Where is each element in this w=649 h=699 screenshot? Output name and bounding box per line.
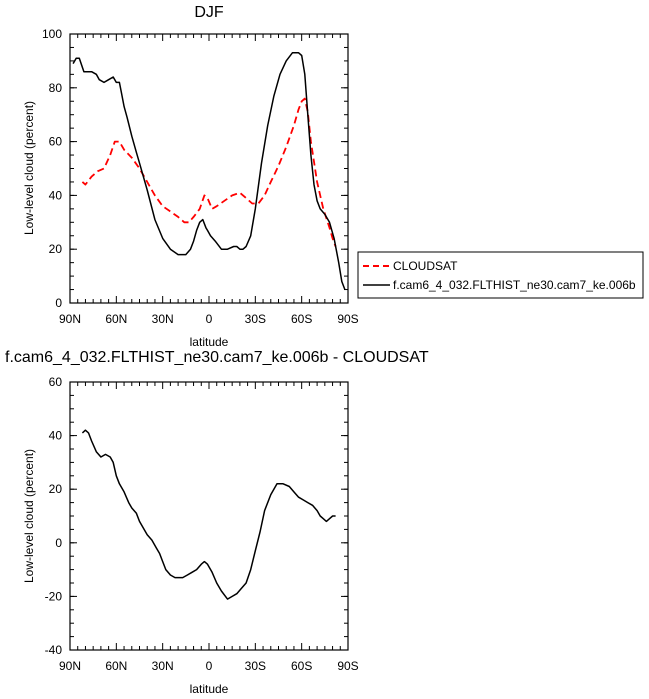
bottom-plot-frame — [69, 381, 349, 651]
bottom-x-tick-label: 60S — [291, 659, 312, 673]
top-x-tick-label: 90S — [337, 312, 358, 326]
top-y-tick-label: 60 — [49, 135, 63, 149]
chart-panel-bottom: f.cam6_4_032.FLTHIST_ne30.cam7_ke.006b -… — [5, 349, 429, 696]
bottom-chart-title: f.cam6_4_032.FLTHIST_ne30.cam7_ke.006b -… — [5, 349, 429, 366]
legend: CLOUDSAT f.cam6_4_032.FLTHIST_ne30.cam7_… — [357, 251, 644, 299]
bottom-y-tick-label: 20 — [49, 482, 63, 496]
bottom-x-tick-label: 90N — [59, 659, 81, 673]
bottom-x-tick-label: 90S — [337, 659, 358, 673]
bottom-series-line-1 — [81, 429, 336, 600]
top-tick-marks — [69, 33, 349, 304]
bottom-tick-marks — [69, 381, 349, 651]
bottom-series-lines — [81, 429, 336, 600]
top-y-tick-label: 20 — [49, 242, 63, 256]
top-y-tick-labels: 0 20 40 60 80 100 — [42, 27, 62, 310]
top-x-tick-label: 60S — [291, 312, 312, 326]
top-x-tick-label: 30N — [152, 312, 174, 326]
top-x-tick-labels: 90N 60N 30N 0 30S 60S 90S — [59, 312, 359, 326]
top-plot-frame — [69, 33, 349, 304]
bottom-y-tick-label: 60 — [49, 375, 63, 389]
top-x-tick-label: 30S — [245, 312, 266, 326]
top-x-axis-label: latitude — [190, 335, 229, 349]
bottom-x-tick-label: 0 — [206, 659, 213, 673]
top-series-lines — [72, 52, 346, 290]
top-series-line-2 — [72, 52, 346, 290]
bottom-x-tick-label: 30S — [245, 659, 266, 673]
bottom-x-tick-label: 60N — [105, 659, 127, 673]
top-y-tick-label: 100 — [42, 27, 62, 41]
top-chart-title: DJF — [194, 4, 224, 21]
bottom-y-tick-label: 40 — [49, 429, 63, 443]
legend-label-cloudsat: CLOUDSAT — [393, 259, 458, 273]
bottom-y-axis-label: Low-level cloud (percent) — [22, 449, 36, 583]
bottom-y-tick-label: -20 — [45, 589, 63, 603]
top-x-tick-label: 0 — [206, 312, 213, 326]
bottom-y-tick-labels: -40 -20 0 20 40 60 — [45, 375, 63, 657]
bottom-x-tick-label: 30N — [152, 659, 174, 673]
top-x-tick-label: 90N — [59, 312, 81, 326]
top-y-tick-label: 0 — [55, 296, 62, 310]
bottom-x-axis-label: latitude — [190, 682, 229, 696]
bottom-x-tick-labels: 90N 60N 30N 0 30S 60S 90S — [59, 659, 359, 673]
legend-label-model: f.cam6_4_032.FLTHIST_ne30.cam7_ke.006b — [393, 278, 636, 292]
bottom-y-tick-label: 0 — [55, 536, 62, 550]
top-y-tick-label: 40 — [49, 188, 63, 202]
legend-box — [357, 251, 644, 299]
chart-panel-top: DJF 90N 60N 30N 0 30S 60S 90S 0 20 40 60 80 100 lat… — [22, 4, 359, 349]
top-series-line-1 — [81, 97, 337, 247]
bottom-y-tick-label: -40 — [45, 643, 63, 657]
top-x-tick-label: 60N — [105, 312, 127, 326]
top-y-tick-label: 80 — [49, 81, 63, 95]
top-y-axis-label: Low-level cloud (percent) — [22, 101, 36, 235]
